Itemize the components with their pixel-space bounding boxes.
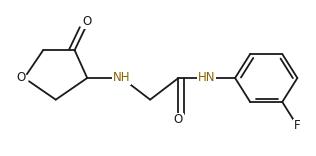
Text: NH: NH [113,71,131,85]
Text: F: F [294,119,301,132]
Text: O: O [82,15,92,28]
Text: O: O [16,71,26,85]
Text: HN: HN [198,71,216,85]
Text: O: O [174,113,183,126]
